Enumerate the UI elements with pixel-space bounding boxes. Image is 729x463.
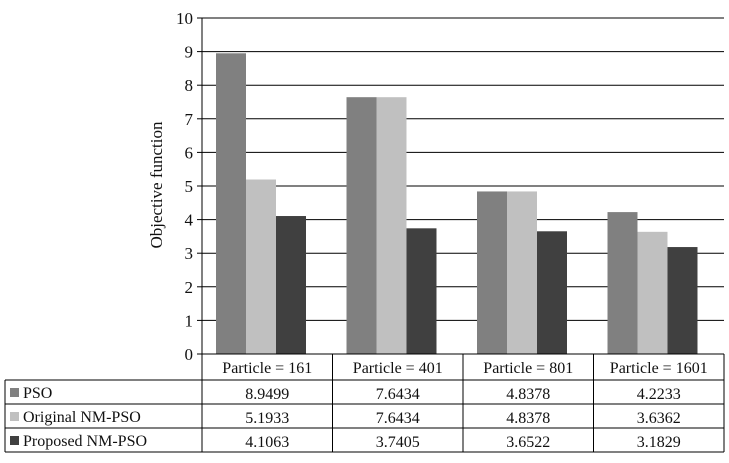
bar <box>638 232 668 354</box>
y-tick-label: 6 <box>185 143 194 162</box>
bar <box>668 247 698 354</box>
category-label: Particle = 1601 <box>610 360 708 377</box>
bar <box>507 191 537 354</box>
data-table: Particle = 161 Particle = 401 Particle = 8… <box>5 354 724 452</box>
data-label: 3.6522 <box>506 434 550 451</box>
y-tick-label: 0 <box>185 345 194 364</box>
data-label: 8.9499 <box>245 386 289 403</box>
y-tick-label: 7 <box>185 110 194 129</box>
y-tick-label: 4 <box>185 211 194 230</box>
bar <box>276 216 306 354</box>
y-tick-label: 8 <box>185 76 194 95</box>
data-label: 4.8378 <box>506 410 550 427</box>
y-tick-label: 1 <box>185 311 194 330</box>
bar <box>407 228 437 354</box>
bar <box>347 97 377 354</box>
bar <box>246 180 276 354</box>
legend-label: Proposed NM-PSO <box>23 433 147 450</box>
bars <box>216 53 698 354</box>
y-tick-label: 10 <box>176 9 193 28</box>
legend-label: PSO <box>23 385 52 402</box>
y-tick-label: 3 <box>185 244 194 263</box>
data-label: 5.1933 <box>245 410 289 427</box>
data-label: 3.7405 <box>376 434 420 451</box>
y-tick-label: 2 <box>185 278 194 297</box>
data-label: 3.6362 <box>637 410 681 427</box>
data-label: 3.1829 <box>637 434 681 451</box>
data-label: 7.6434 <box>376 386 420 403</box>
bar <box>537 231 567 354</box>
legend-swatch <box>10 412 19 421</box>
data-label: 4.2233 <box>637 386 681 403</box>
legend-swatch <box>10 388 19 397</box>
category-label: Particle = 401 <box>353 360 443 377</box>
legend-label: Original NM-PSO <box>23 409 141 426</box>
category-label: Particle = 801 <box>483 360 573 377</box>
bar <box>608 212 638 354</box>
y-tick-labels: 0 1 2 3 4 5 6 7 8 9 10 <box>176 9 194 364</box>
y-tick-label: 5 <box>185 177 194 196</box>
data-label: 4.8378 <box>506 386 550 403</box>
bar <box>377 97 407 354</box>
category-label: Particle = 161 <box>222 360 312 377</box>
legend-swatch <box>10 436 19 445</box>
bar <box>216 53 246 354</box>
y-tick-label: 9 <box>185 43 194 62</box>
data-label: 7.6434 <box>376 410 420 427</box>
y-axis-label: Objective function <box>147 121 166 248</box>
bar <box>477 191 507 354</box>
data-label: 4.1063 <box>245 434 289 451</box>
